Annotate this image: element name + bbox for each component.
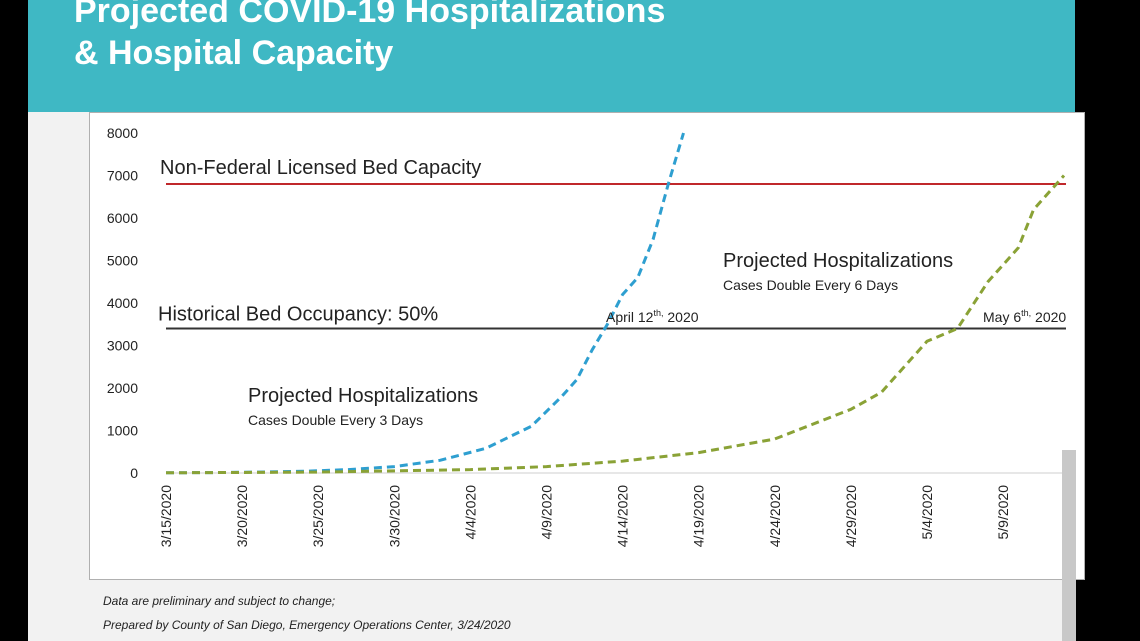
x-tick-label: 3/15/2020	[158, 485, 174, 547]
x-tick-label: 4/4/2020	[462, 485, 478, 540]
x-tick-label: 3/30/2020	[386, 485, 402, 547]
reference-line-label: Historical Bed Occupancy: 50%	[158, 304, 438, 326]
x-tick-label: 4/19/2020	[691, 485, 707, 547]
x-tick-label: 3/20/2020	[234, 485, 250, 547]
footnote-prepared-by: Prepared by County of San Diego, Emergen…	[103, 618, 511, 632]
line-chart: 0 1000 2000 3000 4000 5000 6000 7000 8000 3/15/20…	[107, 125, 1067, 547]
series-sublabel: Cases Double Every 3 Days	[248, 412, 423, 428]
x-tick-label: 4/29/2020	[843, 485, 859, 547]
y-tick-label: 6000	[107, 210, 138, 226]
x-tick-label: 4/9/2020	[539, 485, 555, 540]
series-line	[165, 174, 1066, 475]
y-tick-label: 7000	[107, 168, 138, 184]
y-tick-label: 2000	[107, 380, 138, 396]
slide-title-line-1: Projected COVID-19 Hospitalizations	[74, 0, 666, 30]
series-label: Projected Hospitalizations	[248, 385, 478, 407]
series-sublabel: Cases Double Every 6 Days	[723, 277, 898, 293]
x-tick-label: 3/25/2020	[310, 485, 326, 547]
y-tick-label: 5000	[107, 253, 138, 269]
x-tick-label: 5/9/2020	[995, 485, 1011, 540]
series-line	[165, 132, 685, 475]
y-tick-label: 0	[130, 465, 138, 481]
annotation-label: April 12th, 2020	[606, 308, 699, 325]
y-tick-label: 8000	[107, 125, 138, 141]
slide-title: Projected COVID-19 Hospitalizations & Ho…	[74, 0, 665, 74]
chart-frame: 0 1000 2000 3000 4000 5000 6000 7000 8000 3/15/20…	[89, 112, 1085, 580]
header-banner: Projected COVID-19 Hospitalizations & Ho…	[28, 0, 1075, 112]
series-label: Projected Hospitalizations	[723, 250, 953, 272]
side-strip	[1062, 450, 1076, 641]
x-tick-label: 5/4/2020	[919, 485, 935, 540]
slide: Projected COVID-19 Hospitalizations & Ho…	[28, 0, 1085, 641]
y-tick-label: 4000	[107, 295, 138, 311]
annotation-label: May 6th, 2020	[983, 308, 1066, 325]
reference-line-label: Non-Federal Licensed Bed Capacity	[160, 157, 481, 179]
x-tick-label: 4/14/2020	[615, 485, 631, 547]
x-tick-label: 4/24/2020	[767, 485, 783, 547]
y-tick-label: 1000	[107, 423, 138, 439]
y-tick-label: 3000	[107, 338, 138, 354]
footnote-preliminary: Data are preliminary and subject to chan…	[103, 594, 336, 608]
slide-title-line-2: & Hospital Capacity	[74, 34, 394, 72]
